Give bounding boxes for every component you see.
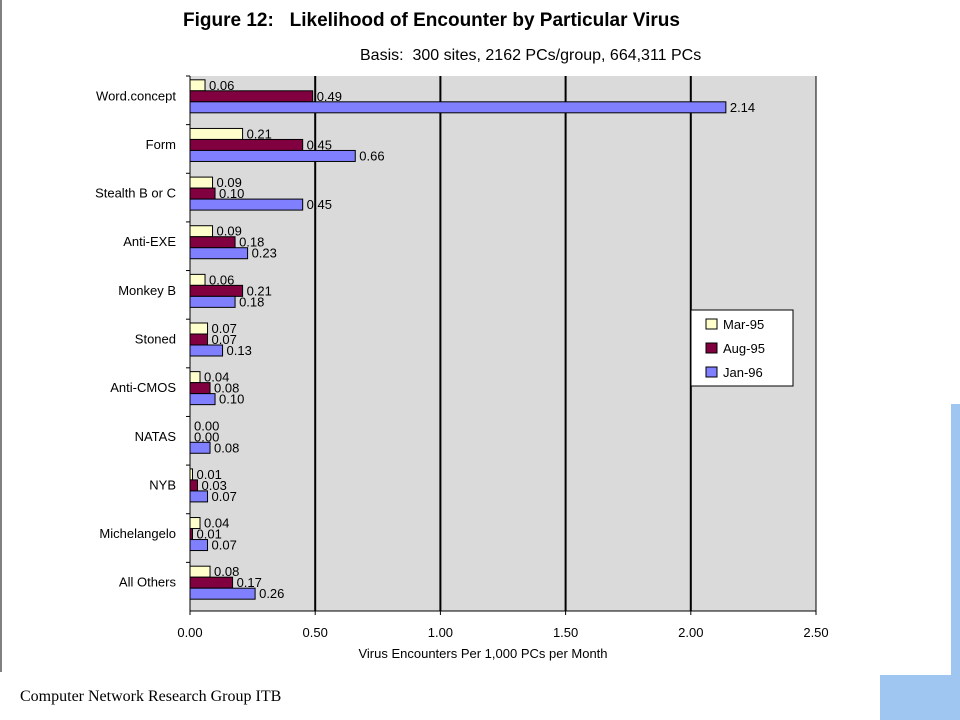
bar <box>189 101 727 114</box>
data-label: 0.45 <box>307 137 332 152</box>
x-tick-label: 0.50 <box>303 625 328 640</box>
category-label: Form <box>146 137 176 152</box>
data-label: 0.10 <box>219 186 244 201</box>
data-label: 0.01 <box>197 467 222 482</box>
data-label: 0.49 <box>317 89 342 104</box>
data-label: 0.00 <box>194 429 219 444</box>
data-label: 0.08 <box>214 564 239 579</box>
legend-label: Aug-95 <box>723 341 765 356</box>
x-tick-labels: 0.00 0.50 1.00 1.50 2.00 2.50 <box>177 611 829 640</box>
data-label: 0.09 <box>217 175 242 190</box>
data-label: 0.08 <box>214 440 239 455</box>
category-label: NATAS <box>135 429 177 444</box>
chart-subtitle: Basis: 300 sites, 2162 PCs/group, 664,31… <box>360 47 701 64</box>
data-label: 0.07 <box>212 321 237 336</box>
data-label: 0.13 <box>227 343 252 358</box>
category-label: Stoned <box>135 332 176 347</box>
bar <box>189 273 206 286</box>
data-label: 0.07 <box>212 489 237 504</box>
bar <box>189 295 236 308</box>
data-label: 0.66 <box>359 148 384 163</box>
data-label: 0.26 <box>259 586 284 601</box>
x-tick-label: 2.00 <box>678 625 703 640</box>
data-label: 0.09 <box>217 224 242 239</box>
legend-swatch <box>705 342 718 354</box>
category-label: Stealth B or C <box>95 186 176 201</box>
category-label: NYB <box>149 477 176 492</box>
data-label: 0.08 <box>214 381 239 396</box>
data-label: 0.10 <box>219 392 244 407</box>
bar <box>189 322 209 335</box>
category-label: Anti-EXE <box>123 234 176 249</box>
x-axis-label: Virus Encounters Per 1,000 PCs per Month <box>358 646 607 661</box>
category-label: All Others <box>119 575 177 590</box>
bar <box>189 333 209 346</box>
category-label: Word.concept <box>96 88 176 103</box>
data-label: 0.17 <box>237 575 262 590</box>
data-label: 0.18 <box>239 294 264 309</box>
legend-swatch <box>705 318 718 330</box>
data-label: 0.06 <box>209 78 234 93</box>
category-label: Monkey B <box>118 283 176 298</box>
footer-text: Computer Network Research Group ITB <box>20 688 282 705</box>
bar <box>189 176 214 189</box>
category-label: Michelangelo <box>99 526 176 541</box>
data-label: 0.21 <box>247 283 272 298</box>
data-label: 0.18 <box>239 235 264 250</box>
bar <box>189 565 211 578</box>
bar <box>189 393 216 406</box>
x-tick-label: 1.00 <box>428 625 453 640</box>
legend-label: Jan-96 <box>723 365 763 380</box>
legend: Mar-95 Aug-95 Jan-96 <box>690 309 794 387</box>
x-tick-label: 1.50 <box>553 625 578 640</box>
data-label: 0.01 <box>197 527 222 542</box>
data-label: 0.04 <box>204 516 229 531</box>
data-label: 0.45 <box>307 197 332 212</box>
chart-title: Figure 12: Likelihood of Encounter by Pa… <box>183 10 680 31</box>
bar <box>189 198 304 211</box>
bars <box>189 79 727 600</box>
data-label: 0.07 <box>212 332 237 347</box>
x-tick-label: 2.50 <box>803 625 828 640</box>
bar <box>189 79 206 92</box>
data-label: 2.14 <box>730 100 755 115</box>
bar <box>189 187 216 200</box>
x-tick-label: 0.00 <box>177 625 202 640</box>
data-label: 0.06 <box>209 272 234 287</box>
data-label: 0.04 <box>204 370 229 385</box>
bar <box>189 371 201 384</box>
slide-decoration-block <box>880 675 960 720</box>
data-label: 0.23 <box>252 246 277 261</box>
bar-labels: 0.060.492.140.210.450.660.090.100.450.09… <box>194 78 755 601</box>
category-label: Anti-CMOS <box>110 380 176 395</box>
data-label: 0.21 <box>247 126 272 141</box>
slide-decoration <box>951 404 960 680</box>
bar <box>189 225 214 238</box>
bar <box>189 127 244 140</box>
data-label: 0.00 <box>194 418 219 433</box>
legend-swatch <box>705 366 718 378</box>
data-label: 0.07 <box>212 538 237 553</box>
data-label: 0.03 <box>202 478 227 493</box>
legend-label: Mar-95 <box>723 317 764 332</box>
category-labels: Word.concept Form Stealth B or C Anti-EXE Mo… <box>95 75 190 590</box>
